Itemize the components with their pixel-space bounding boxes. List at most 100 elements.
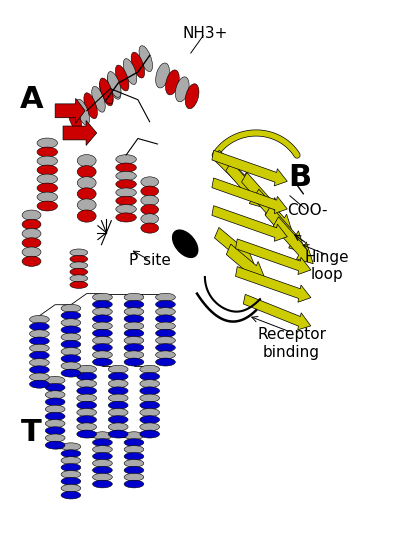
Ellipse shape	[61, 304, 81, 312]
Ellipse shape	[61, 333, 81, 341]
Ellipse shape	[156, 351, 175, 359]
Ellipse shape	[173, 230, 198, 258]
Ellipse shape	[93, 336, 112, 345]
Ellipse shape	[45, 405, 65, 413]
Ellipse shape	[77, 394, 97, 402]
Text: B: B	[288, 163, 311, 192]
Ellipse shape	[108, 423, 128, 431]
Ellipse shape	[108, 387, 128, 395]
Ellipse shape	[156, 293, 175, 301]
Ellipse shape	[124, 439, 144, 447]
Ellipse shape	[77, 177, 96, 189]
Ellipse shape	[124, 315, 144, 323]
FancyArrow shape	[212, 206, 287, 242]
Ellipse shape	[124, 358, 144, 366]
Ellipse shape	[140, 365, 160, 373]
Ellipse shape	[124, 432, 144, 439]
Ellipse shape	[124, 480, 144, 488]
Ellipse shape	[22, 210, 41, 220]
Ellipse shape	[140, 401, 160, 409]
Ellipse shape	[141, 186, 158, 196]
Ellipse shape	[77, 188, 96, 200]
Ellipse shape	[141, 196, 158, 206]
Ellipse shape	[131, 52, 145, 78]
Ellipse shape	[37, 165, 58, 175]
Ellipse shape	[30, 358, 49, 367]
Ellipse shape	[124, 445, 144, 453]
Ellipse shape	[93, 358, 112, 366]
Ellipse shape	[156, 329, 175, 337]
FancyArrow shape	[242, 172, 282, 219]
Ellipse shape	[124, 336, 144, 345]
Ellipse shape	[185, 84, 199, 109]
Ellipse shape	[70, 255, 87, 263]
Ellipse shape	[30, 322, 49, 331]
Ellipse shape	[93, 473, 112, 481]
Ellipse shape	[37, 156, 58, 166]
Text: T: T	[21, 418, 42, 447]
Ellipse shape	[123, 59, 137, 85]
Ellipse shape	[156, 343, 175, 352]
Ellipse shape	[61, 484, 81, 492]
Ellipse shape	[45, 398, 65, 406]
Ellipse shape	[93, 315, 112, 323]
Ellipse shape	[61, 340, 81, 348]
Ellipse shape	[140, 372, 160, 381]
Ellipse shape	[61, 478, 81, 485]
Ellipse shape	[156, 300, 175, 309]
Ellipse shape	[93, 445, 112, 453]
Ellipse shape	[100, 78, 113, 104]
Ellipse shape	[22, 228, 41, 239]
Ellipse shape	[108, 379, 128, 388]
Ellipse shape	[93, 329, 112, 337]
FancyArrow shape	[236, 266, 311, 302]
Ellipse shape	[116, 213, 136, 222]
Ellipse shape	[61, 450, 81, 458]
FancyArrow shape	[212, 178, 287, 214]
Ellipse shape	[30, 373, 49, 381]
Ellipse shape	[141, 204, 158, 214]
Ellipse shape	[156, 358, 175, 366]
Ellipse shape	[45, 427, 65, 435]
FancyArrow shape	[236, 239, 311, 275]
Ellipse shape	[116, 163, 136, 172]
Ellipse shape	[141, 223, 158, 233]
Ellipse shape	[93, 293, 112, 301]
Ellipse shape	[30, 380, 49, 388]
Ellipse shape	[45, 434, 65, 442]
Ellipse shape	[77, 401, 97, 409]
Ellipse shape	[124, 329, 144, 337]
Ellipse shape	[124, 343, 144, 352]
Ellipse shape	[61, 456, 81, 464]
Ellipse shape	[93, 466, 112, 474]
Ellipse shape	[76, 99, 89, 125]
Ellipse shape	[77, 408, 97, 417]
Ellipse shape	[116, 155, 136, 164]
Ellipse shape	[61, 362, 81, 370]
Ellipse shape	[30, 315, 49, 324]
Ellipse shape	[156, 336, 175, 345]
Ellipse shape	[108, 408, 128, 417]
Ellipse shape	[93, 351, 112, 359]
Ellipse shape	[77, 387, 97, 395]
Ellipse shape	[77, 372, 97, 381]
Ellipse shape	[45, 412, 65, 420]
FancyArrow shape	[63, 121, 97, 145]
Ellipse shape	[45, 376, 65, 384]
Ellipse shape	[30, 337, 49, 345]
FancyArrow shape	[214, 228, 254, 264]
Ellipse shape	[93, 432, 112, 439]
Ellipse shape	[140, 423, 160, 431]
Ellipse shape	[70, 281, 87, 289]
Ellipse shape	[84, 93, 97, 119]
Ellipse shape	[70, 262, 87, 269]
Ellipse shape	[124, 351, 144, 359]
FancyArrow shape	[212, 150, 287, 186]
Ellipse shape	[108, 73, 121, 99]
Ellipse shape	[37, 174, 58, 184]
Text: COO-: COO-	[287, 203, 327, 218]
Ellipse shape	[45, 441, 65, 449]
Ellipse shape	[37, 138, 58, 148]
Ellipse shape	[37, 201, 58, 211]
Ellipse shape	[116, 196, 136, 206]
